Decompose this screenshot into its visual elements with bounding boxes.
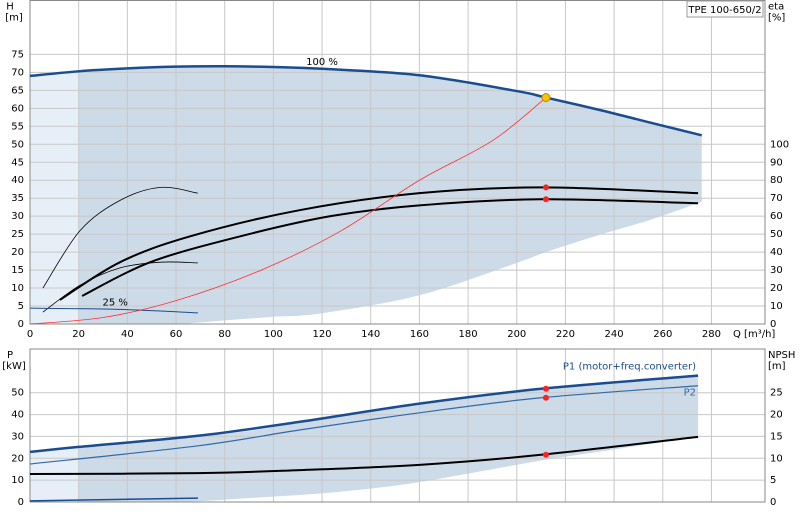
y2-tick-label: 60 — [770, 211, 783, 222]
y-axis-label: P — [7, 350, 13, 361]
series-line — [59, 186, 699, 301]
y-tick-label: 50 — [11, 139, 24, 150]
y-tick-label: 30 — [11, 431, 24, 442]
series-label: P2 — [684, 388, 696, 399]
series-line — [42, 186, 198, 289]
y2-tick-label: 10 — [770, 301, 783, 312]
x-tick-label: 180 — [459, 329, 478, 340]
series-label: 25 % — [102, 297, 127, 308]
duty-point — [542, 451, 549, 458]
plot-border — [29, 348, 766, 503]
duty-point — [542, 184, 549, 191]
duty-point — [542, 196, 549, 203]
plot-border — [29, 0, 766, 325]
x-tick-label: 120 — [313, 329, 332, 340]
y-tick-label: 60 — [11, 103, 24, 114]
y-tick-label: 10 — [11, 283, 24, 294]
y2-tick-label: 0 — [770, 497, 776, 508]
duty-point — [541, 93, 551, 103]
x-tick-label: 260 — [653, 329, 672, 340]
y-tick-label: 20 — [11, 453, 24, 464]
y-tick-label: 75 — [11, 49, 24, 60]
operating-area — [78, 375, 699, 503]
y-tick-label: 10 — [11, 475, 24, 486]
chart-title: TPE 100-650/2 — [687, 5, 761, 16]
duty-point — [542, 394, 549, 401]
y2-tick-label: 25 — [770, 388, 783, 399]
x-tick-label: 0 — [27, 329, 33, 340]
y2-tick-label: 30 — [770, 265, 783, 276]
y-tick-label: 0 — [18, 497, 24, 508]
x-tick-label: 60 — [170, 329, 183, 340]
x-tick-label: 220 — [556, 329, 575, 340]
y-tick-label: 45 — [11, 157, 24, 168]
y2-tick-label: 100 — [770, 139, 789, 150]
series-label: P1 (motor+freq.converter) — [563, 362, 696, 373]
y2-tick-label: 10 — [770, 453, 783, 464]
y-tick-label: 30 — [11, 211, 24, 222]
y-tick-label: 25 — [11, 229, 24, 240]
y2-tick-label: 20 — [770, 283, 783, 294]
y-tick-label: 70 — [11, 67, 24, 78]
y-tick-label: 65 — [11, 85, 24, 96]
duty-point — [542, 385, 549, 392]
y2-tick-label: 40 — [770, 247, 783, 258]
x-tick-label: 100 — [264, 329, 283, 340]
operating-area — [30, 71, 79, 325]
y-axis-unit: [m] — [5, 13, 23, 24]
y2-tick-label: 90 — [770, 157, 783, 168]
y-tick-label: 40 — [11, 175, 24, 186]
y-tick-label: 0 — [18, 319, 24, 330]
y2-tick-label: 15 — [770, 431, 783, 442]
x-tick-label: 160 — [410, 329, 429, 340]
x-tick-label: 40 — [121, 329, 134, 340]
series-line — [29, 97, 547, 325]
x-tick-label: 240 — [605, 329, 624, 340]
x-axis-label: Q [m³/h] — [733, 329, 775, 340]
y2-axis-unit: [m] — [768, 361, 786, 372]
series-label: 100 % — [306, 57, 338, 68]
x-tick-label: 20 — [72, 329, 85, 340]
series-line — [29, 307, 198, 314]
series-line — [29, 374, 699, 454]
series-line — [81, 198, 699, 297]
y2-axis-label: NPSH — [768, 350, 795, 361]
x-tick-label: 80 — [218, 329, 231, 340]
y2-tick-label: 70 — [770, 193, 783, 204]
y2-tick-label: 50 — [770, 229, 783, 240]
series-line — [29, 385, 699, 465]
x-tick-label: 140 — [361, 329, 380, 340]
y-tick-label: 35 — [11, 193, 24, 204]
y-tick-label: 40 — [11, 410, 24, 421]
series-line — [42, 261, 198, 313]
y-axis-label: H — [6, 2, 14, 13]
y2-tick-label: 5 — [770, 475, 776, 486]
title-box — [686, 0, 764, 18]
y2-tick-label: 0 — [770, 319, 776, 330]
y-tick-label: 50 — [11, 388, 24, 399]
y2-axis-unit: [%] — [768, 13, 785, 24]
series-line — [29, 435, 699, 476]
x-tick-label: 280 — [702, 329, 721, 340]
y-tick-label: 15 — [11, 265, 24, 276]
y-tick-label: 5 — [18, 301, 24, 312]
x-tick-label: 200 — [507, 329, 526, 340]
y-tick-label: 20 — [11, 247, 24, 258]
y-axis-unit: [kW] — [2, 361, 26, 372]
y2-axis-label: eta — [768, 2, 784, 13]
y2-tick-label: 20 — [770, 410, 783, 421]
series-line — [29, 497, 198, 502]
y2-tick-label: 80 — [770, 175, 783, 186]
series-line — [29, 65, 703, 137]
y-tick-label: 55 — [11, 121, 24, 132]
